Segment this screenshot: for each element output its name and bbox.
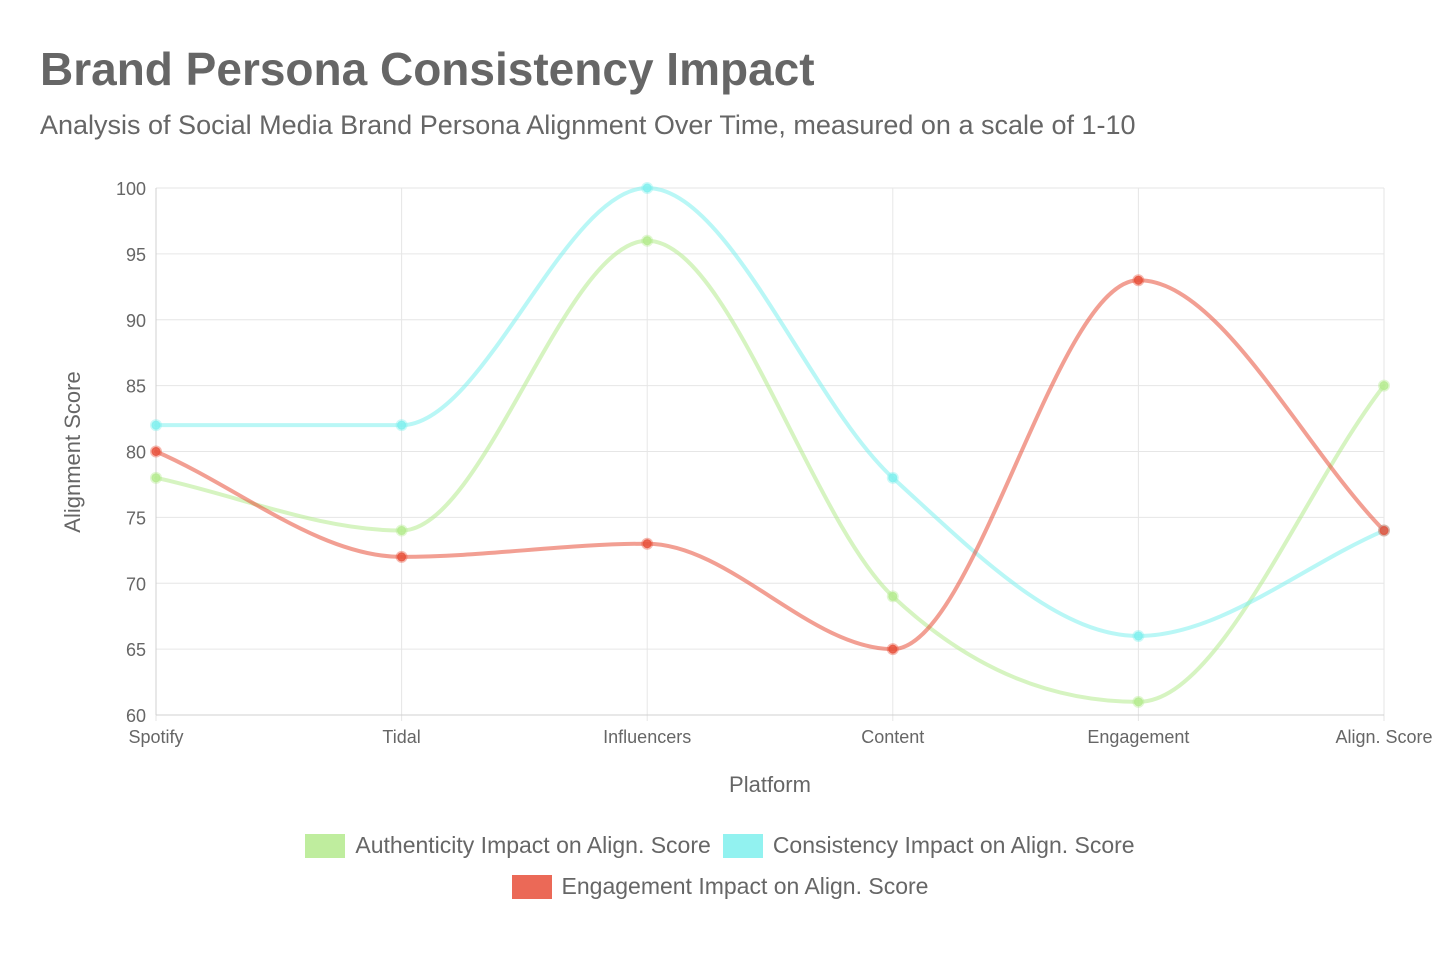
x-tick-label: Influencers (603, 727, 691, 747)
y-tick-label: 100 (116, 179, 146, 199)
legend-label: Consistency Impact on Align. Score (772, 832, 1135, 858)
y-tick-label: 85 (126, 377, 146, 397)
y-tick-label: 60 (126, 706, 146, 726)
data-point[interactable] (1378, 524, 1390, 537)
line-chart: 60 65 70 75 80 85 90 95 100 Spotify Tidal Influence… (60, 179, 1433, 797)
x-tick-label: Align. Score (1335, 727, 1432, 747)
chart-subtitle: Analysis of Social Media Brand Persona A… (40, 110, 1136, 140)
data-point[interactable] (150, 471, 162, 484)
y-tick-label: 95 (126, 245, 146, 265)
legend-swatch (722, 833, 763, 858)
legend-label: Engagement Impact on Align. Score (561, 873, 929, 899)
data-point[interactable] (1132, 629, 1145, 642)
x-tick-label: Engagement (1087, 727, 1189, 747)
y-tick-label: 70 (126, 574, 146, 594)
series-lines (154, 185, 1386, 704)
x-tick-label: Tidal (382, 727, 420, 747)
legend: Authenticity Impact on Align. Score Consi… (0, 832, 1440, 914)
y-tick-label: 90 (126, 311, 146, 331)
axes: 60 65 70 75 80 85 90 95 100 Spotify Tidal Influence… (116, 179, 1433, 747)
data-point[interactable] (641, 234, 654, 247)
data-point[interactable] (886, 590, 899, 603)
x-tick-label: Spotify (128, 727, 183, 747)
data-point[interactable] (641, 537, 654, 550)
data-point[interactable] (395, 419, 408, 432)
legend-swatch (305, 833, 346, 858)
data-point[interactable] (886, 643, 899, 656)
data-point[interactable] (150, 419, 162, 432)
data-point[interactable] (1132, 274, 1145, 287)
data-point[interactable] (641, 182, 654, 194)
x-axis-title: Platform (729, 772, 811, 797)
y-tick-label: 65 (126, 640, 146, 660)
data-point[interactable] (886, 471, 899, 484)
legend-label: Authenticity Impact on Align. Score (355, 832, 711, 858)
y-axis-title: Alignment Score (60, 371, 85, 532)
legend-swatch (511, 874, 552, 899)
x-tick-label: Content (861, 727, 924, 747)
legend-row: Authenticity Impact on Align. Score Consi… (0, 832, 1440, 859)
data-point[interactable] (1132, 695, 1145, 708)
series-points (150, 182, 1390, 708)
data-point[interactable] (395, 550, 408, 563)
data-point[interactable] (395, 524, 408, 537)
legend-item[interactable]: Engagement Impact on Align. Score (511, 873, 929, 900)
y-tick-label: 75 (126, 508, 146, 528)
legend-row: Engagement Impact on Align. Score (0, 873, 1440, 900)
data-point[interactable] (150, 445, 162, 458)
data-point[interactable] (1378, 379, 1390, 392)
y-tick-label: 80 (126, 443, 146, 463)
series-line-3 (154, 278, 1386, 652)
chart-title: Brand Persona Consistency Impact (40, 43, 815, 95)
legend-item[interactable]: Authenticity Impact on Align. Score (305, 832, 711, 859)
series-line-2 (154, 185, 1386, 638)
grid (155, 187, 1385, 721)
legend-item[interactable]: Consistency Impact on Align. Score (722, 832, 1135, 859)
